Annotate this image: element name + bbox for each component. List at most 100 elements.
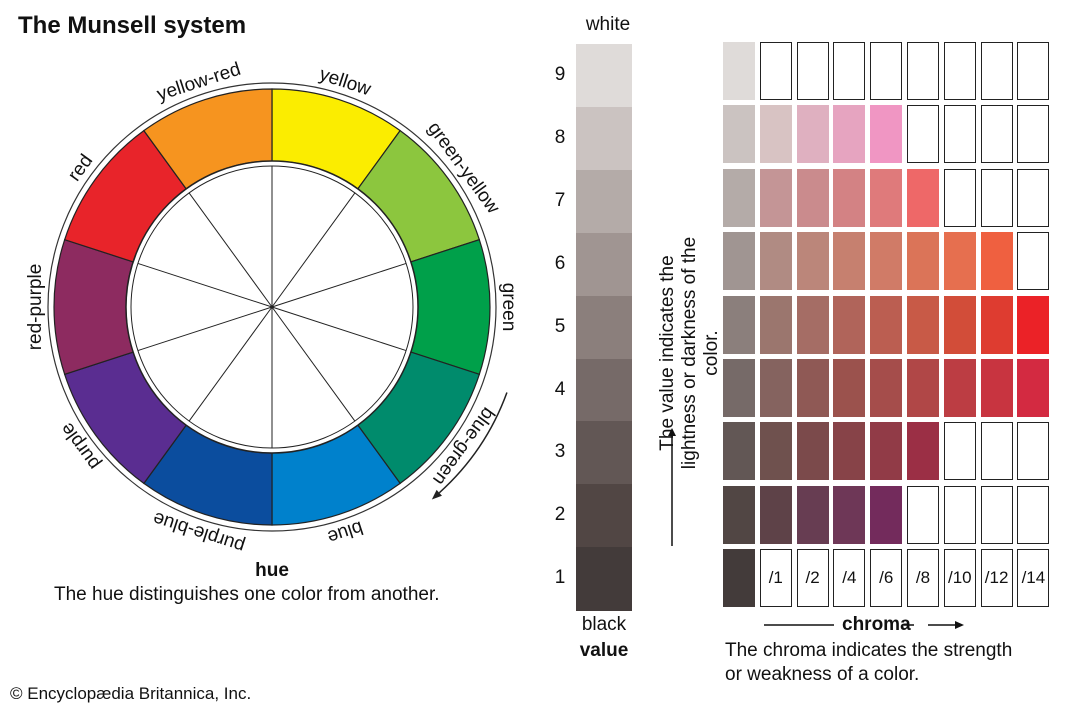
chroma-color-cell — [943, 232, 976, 291]
chroma-step-label: /6 — [870, 549, 903, 608]
chroma-title: chroma — [842, 614, 911, 635]
chroma-arrow-right-icon — [928, 621, 964, 629]
value-block — [576, 547, 632, 611]
chroma-empty-cell — [870, 42, 903, 100]
chroma-color-cell — [833, 359, 866, 417]
hue-direction-arrow-icon — [438, 392, 508, 494]
value-level-label: 6 — [554, 252, 566, 274]
chroma-color-cell — [870, 359, 903, 417]
chroma-color-cell — [796, 485, 829, 544]
chroma-color-cell — [833, 168, 866, 227]
chroma-step-label: /1 — [759, 549, 792, 608]
chroma-color-cell — [980, 232, 1013, 291]
chroma-empty-cell — [980, 42, 1013, 100]
chroma-neutral-cell — [723, 168, 755, 227]
value-block — [576, 44, 632, 108]
chroma-empty-cell — [943, 42, 976, 100]
value-arrow-icon — [668, 428, 676, 546]
chroma-color-cell — [759, 232, 792, 291]
copyright: © Encyclopædia Britannica, Inc. — [10, 684, 252, 703]
page-title: The Munsell system — [18, 12, 247, 39]
chroma-empty-cell — [1017, 485, 1050, 544]
value-block — [576, 295, 632, 359]
hue-spoke — [271, 306, 407, 352]
chroma-color-cell — [907, 422, 939, 481]
chroma-color-cell — [833, 485, 866, 544]
hue-segment-green — [410, 238, 491, 376]
chroma-color-cell — [870, 295, 903, 354]
value-block — [576, 421, 632, 485]
value-level-label: 7 — [554, 189, 566, 211]
hue-direction-arrowhead-icon — [431, 489, 442, 500]
value-bottom-label: black — [581, 614, 627, 635]
chroma-color-cell — [796, 295, 829, 354]
chroma-color-cell — [833, 295, 866, 354]
chroma-neutral-cell — [723, 295, 755, 354]
chroma-description-line1: The chroma indicates the strength — [725, 640, 1013, 661]
hue-label-red-purple: red-purple — [25, 264, 46, 351]
chroma-step-label: /8 — [907, 549, 939, 608]
hue-spoke — [137, 262, 273, 308]
chroma-color-cell — [907, 168, 939, 227]
chroma-neutral-cell — [723, 549, 755, 608]
chroma-color-cell — [833, 422, 866, 481]
chroma-empty-cell — [759, 42, 792, 100]
chroma-color-cell — [759, 422, 792, 481]
chroma-empty-cell — [1017, 105, 1050, 164]
chroma-color-cell — [980, 359, 1013, 417]
chroma-empty-cell — [943, 485, 976, 544]
value-block — [576, 232, 632, 297]
chroma-empty-cell — [1017, 42, 1050, 100]
value-level-label: 2 — [554, 504, 566, 526]
chroma-color-cell — [796, 232, 829, 291]
chroma-color-cell — [1017, 359, 1050, 417]
chroma-color-cell — [759, 485, 792, 544]
value-top-label: white — [585, 14, 631, 35]
chroma-color-cell — [870, 485, 903, 544]
chroma-color-cell — [759, 168, 792, 227]
chroma-empty-cell — [1017, 422, 1050, 481]
chroma-color-cell — [943, 359, 976, 417]
chroma-arrow-icon — [764, 624, 914, 626]
hue-segment-red-purple — [53, 238, 134, 376]
hue-wheel: yellowgreen-yellowgreenblue-greenbluepur… — [25, 59, 519, 557]
chroma-color-cell — [759, 105, 792, 164]
value-level-label: 3 — [554, 441, 566, 463]
chroma-empty-cell — [907, 485, 939, 544]
chroma-empty-cell — [980, 422, 1013, 481]
value-level-label: 4 — [554, 378, 566, 400]
chroma-neutral-cell — [723, 485, 755, 544]
hue-spoke — [188, 192, 273, 308]
hue-wheel-outer-rim — [47, 82, 497, 532]
chroma-step-label: /2 — [796, 549, 829, 608]
chroma-neutral-cell — [723, 232, 755, 291]
chroma-empty-cell — [943, 422, 976, 481]
hue-spoke — [271, 306, 356, 422]
chroma-neutral-cell — [723, 42, 755, 100]
chroma-step-label: /14 — [1017, 549, 1050, 608]
chroma-color-cell — [907, 295, 939, 354]
chroma-empty-cell — [943, 168, 976, 227]
chroma-step-label: /12 — [980, 549, 1013, 608]
hue-spoke — [271, 262, 407, 308]
chroma-empty-cell — [943, 105, 976, 164]
chroma-step-label: /10 — [943, 549, 976, 608]
value-level-label: 1 — [554, 567, 566, 589]
chroma-neutral-cell — [723, 105, 755, 164]
hue-spoke — [137, 306, 273, 352]
chroma-color-cell — [833, 232, 866, 291]
chroma-step-label: /4 — [833, 549, 866, 608]
hue-label-red: red — [64, 151, 97, 186]
chroma-color-cell — [980, 295, 1013, 354]
chroma-color-cell — [1017, 295, 1050, 354]
hue-description: The hue distinguishes one color from ano… — [54, 584, 440, 605]
chroma-empty-cell — [907, 105, 939, 164]
chroma-empty-cell — [980, 168, 1013, 227]
hue-spoke — [271, 192, 356, 308]
chroma-color-cell — [870, 168, 903, 227]
chroma-color-cell — [870, 422, 903, 481]
chroma-color-cell — [870, 232, 903, 291]
hue-spoke — [188, 306, 273, 422]
hue-label-blue: blue — [325, 516, 366, 547]
chroma-empty-cell — [980, 485, 1013, 544]
